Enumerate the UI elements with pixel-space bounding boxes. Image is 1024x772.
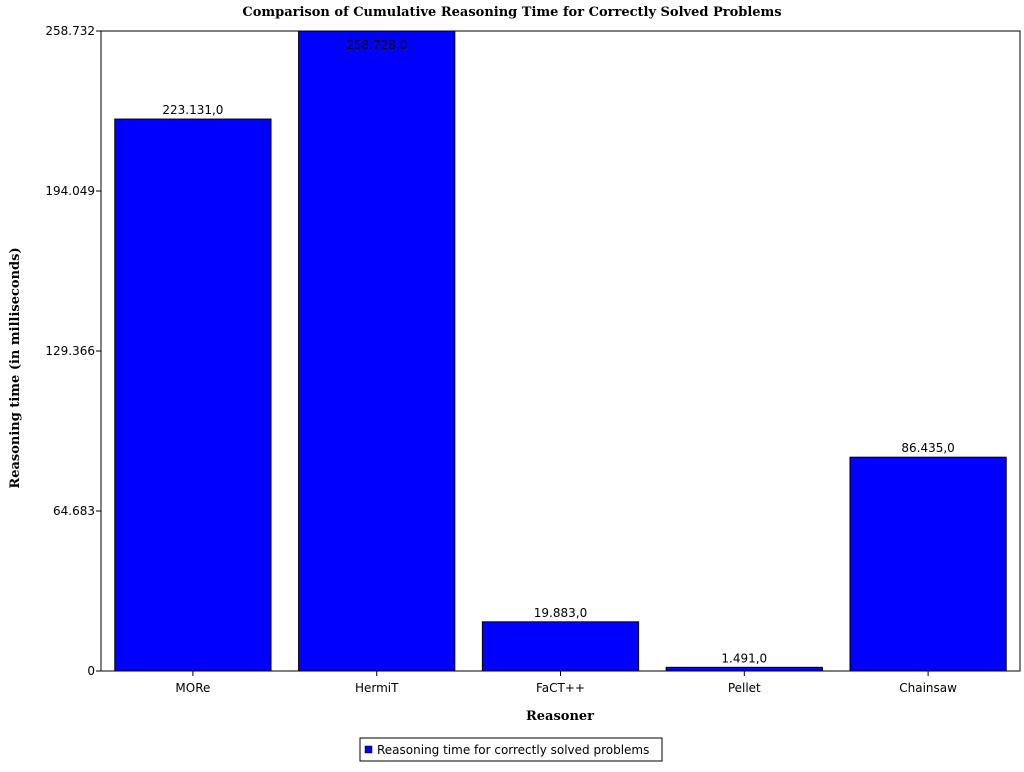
y-tick-label: 0 [87,664,95,678]
data-labels: 223.131,0 258.728,0 19.883,0 1.491,0 86.435,… [162,38,954,665]
legend-label: Reasoning time for correctly solved prob… [377,743,649,757]
data-label: 223.131,0 [162,103,223,117]
bars [114,30,1007,672]
y-axis-title: Reasoning time (in milliseconds) [8,247,23,488]
x-tick-label: FaCT++ [536,681,585,695]
y-tick-label: 129.366 [45,344,95,358]
x-axis-title: Reasoner [526,709,594,724]
y-tick-label: 258.732 [45,24,95,38]
chart-title: Comparison of Cumulative Reasoning Time … [242,5,781,20]
x-tick-label: MORe [175,681,210,695]
bar-chainsaw [849,456,1007,672]
data-label: 19.883,0 [534,606,587,620]
y-tick-label: 64.683 [53,504,95,518]
data-label: 1.491,0 [721,651,767,665]
legend-box [359,737,663,762]
x-tick-label: Chainsaw [899,681,957,695]
bar-pellet [665,666,823,672]
bar-more [114,118,272,672]
data-label: 258.728,0 [346,38,407,52]
axis-ticks: 0 64.683 129.366 194.049 258.732 MORe HermiT Fa… [45,24,957,695]
bar-hermit [298,30,456,672]
legend-swatch [364,745,373,754]
data-label: 86.435,0 [901,441,954,455]
y-tick-label: 194.049 [45,184,95,198]
legend: Reasoning time for correctly solved prob… [359,737,663,762]
bar-fact- [481,621,640,672]
x-tick-label: HermiT [355,681,399,695]
x-tick-label: Pellet [728,681,761,695]
